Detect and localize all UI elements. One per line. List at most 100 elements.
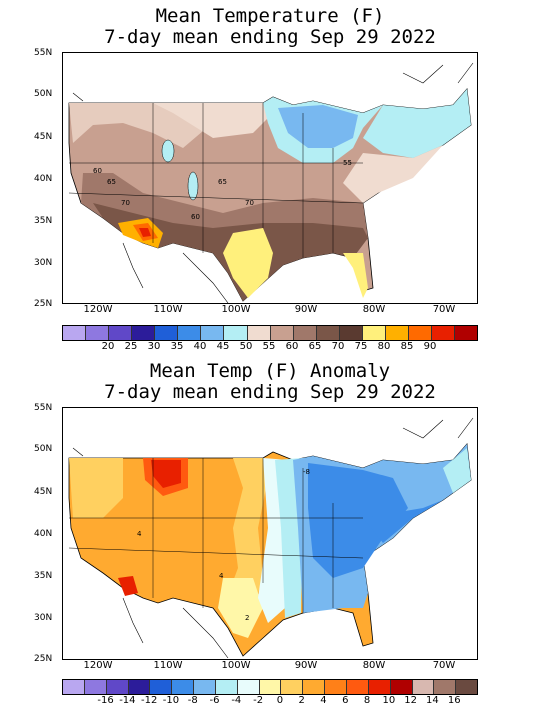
colorbar-swatch <box>303 680 326 694</box>
lat-label: 30N <box>34 613 53 623</box>
temperature-map-graphic: 60 65 70 60 65 70 55 <box>68 62 474 303</box>
anomaly-map: 4 4 2 -8 <box>62 407 478 660</box>
colorbar-swatch <box>368 680 391 694</box>
colorbar-swatch <box>215 680 238 694</box>
temperature-map: 60 65 70 60 65 70 55 <box>62 52 478 304</box>
colorbar-swatch <box>270 326 294 340</box>
lat-label: 45N <box>34 487 53 497</box>
colorbar-swatch <box>172 680 195 694</box>
colorbar-label: 40 <box>193 341 207 352</box>
colorbar-swatch <box>362 326 386 340</box>
lon-label: 120W <box>83 304 113 315</box>
colorbar-swatch <box>390 680 413 694</box>
anomaly-map-graphic: 4 4 2 -8 <box>68 417 474 659</box>
colorbar-label: 6 <box>342 695 349 706</box>
colorbar-label: 4 <box>320 695 327 706</box>
contour-label: 70 <box>121 199 130 207</box>
colorbar-swatch <box>434 680 457 694</box>
colorbar-swatch <box>325 680 347 694</box>
colorbar-label: 35 <box>170 341 184 352</box>
colorbar-swatch <box>412 680 435 694</box>
contour-label: 2 <box>245 614 249 622</box>
lat-label: 25N <box>34 299 53 309</box>
contour-label: 65 <box>107 178 116 186</box>
colorbar-label: 0 <box>276 695 284 706</box>
colorbar-label: -8 <box>187 695 198 706</box>
colorbar-label: 45 <box>216 341 230 352</box>
colorbar-swatch <box>316 326 340 340</box>
colorbar-label: -10 <box>162 695 180 706</box>
colorbar-label: 12 <box>404 695 417 706</box>
lon-label: 90W <box>294 660 318 671</box>
colorbar-swatch <box>455 326 478 340</box>
colorbar-swatch <box>259 680 282 694</box>
colorbar-swatch <box>109 326 133 340</box>
colorbar-label: 2 <box>298 695 305 706</box>
colorbar-swatch <box>224 326 248 340</box>
lon-label: 100W <box>221 304 251 315</box>
colorbar-label: -4 <box>231 695 242 706</box>
colorbar-swatch <box>106 680 129 694</box>
contour-label: 55 <box>343 159 352 167</box>
lat-label: 55N <box>34 403 53 413</box>
colorbar-swatch <box>132 326 156 340</box>
colorbar-swatch <box>432 326 456 340</box>
colorbar-swatch <box>128 680 151 694</box>
map-title-anomaly: Mean Temp (F) Anomaly <box>149 360 391 382</box>
colorbar-label: 80 <box>377 341 391 352</box>
colorbar-swatch <box>281 680 304 694</box>
contour-label: 65 <box>218 178 227 186</box>
colorbar-label: 8 <box>363 695 371 706</box>
colorbar-label: 50 <box>239 341 253 352</box>
colorbar-swatch <box>63 326 87 340</box>
colorbar-label: 30 <box>147 341 161 352</box>
colorbar-swatch <box>63 680 85 694</box>
colorbar-label: 85 <box>400 341 414 352</box>
lat-label: 40N <box>34 174 53 184</box>
contour-label: 70 <box>245 199 254 207</box>
colorbar-label: 75 <box>354 341 368 352</box>
colorbar-swatch <box>237 680 260 694</box>
colorbar-label: 65 <box>308 341 322 352</box>
colorbar-label: 70 <box>331 341 345 352</box>
colorbar-label: 90 <box>423 341 437 352</box>
lon-label: 80W <box>362 660 386 671</box>
lon-label: 120W <box>83 660 113 671</box>
colorbar-swatch <box>86 326 110 340</box>
colorbar-label: -16 <box>97 695 114 706</box>
colorbar-swatch <box>150 680 173 694</box>
lon-label: 100W <box>221 660 251 671</box>
colorbar-label: 14 <box>426 695 439 706</box>
lat-label: 35N <box>34 571 53 581</box>
lat-label: 55N <box>34 48 53 58</box>
lon-label: 70W <box>432 660 456 671</box>
map-title-temperature: Mean Temperature (F) <box>155 5 385 27</box>
contour-label: 60 <box>191 213 200 221</box>
colorbar-label: 55 <box>262 341 276 352</box>
lon-label: 70W <box>432 304 456 315</box>
map-subtitle-temperature: 7-day mean ending Sep 29 2022 <box>104 26 436 48</box>
colorbar-label: 60 <box>285 341 299 352</box>
colorbar-label: 16 <box>447 695 461 706</box>
temperature-colorbar <box>62 325 478 341</box>
colorbar-label: 20 <box>101 341 115 352</box>
map-subtitle-anomaly: 7-day mean ending Sep 29 2022 <box>104 381 436 403</box>
colorbar-label: -6 <box>209 695 220 706</box>
lat-label: 45N <box>34 132 53 142</box>
contour-label: -8 <box>303 468 310 476</box>
colorbar-swatch <box>155 326 179 340</box>
colorbar-swatch <box>456 680 478 694</box>
colorbar-label: 25 <box>124 341 138 352</box>
colorbar-label: 10 <box>382 695 396 706</box>
colorbar-swatch <box>84 680 107 694</box>
colorbar-swatch <box>385 326 409 340</box>
lat-label: 30N <box>34 258 53 268</box>
colorbar-swatch <box>293 326 317 340</box>
lat-label: 25N <box>34 654 53 664</box>
lon-label: 80W <box>362 304 386 315</box>
colorbar-swatch <box>194 680 216 694</box>
colorbar-swatch <box>178 326 202 340</box>
lat-label: 40N <box>34 529 53 539</box>
lon-label: 90W <box>294 304 318 315</box>
lon-label: 110W <box>153 304 183 315</box>
